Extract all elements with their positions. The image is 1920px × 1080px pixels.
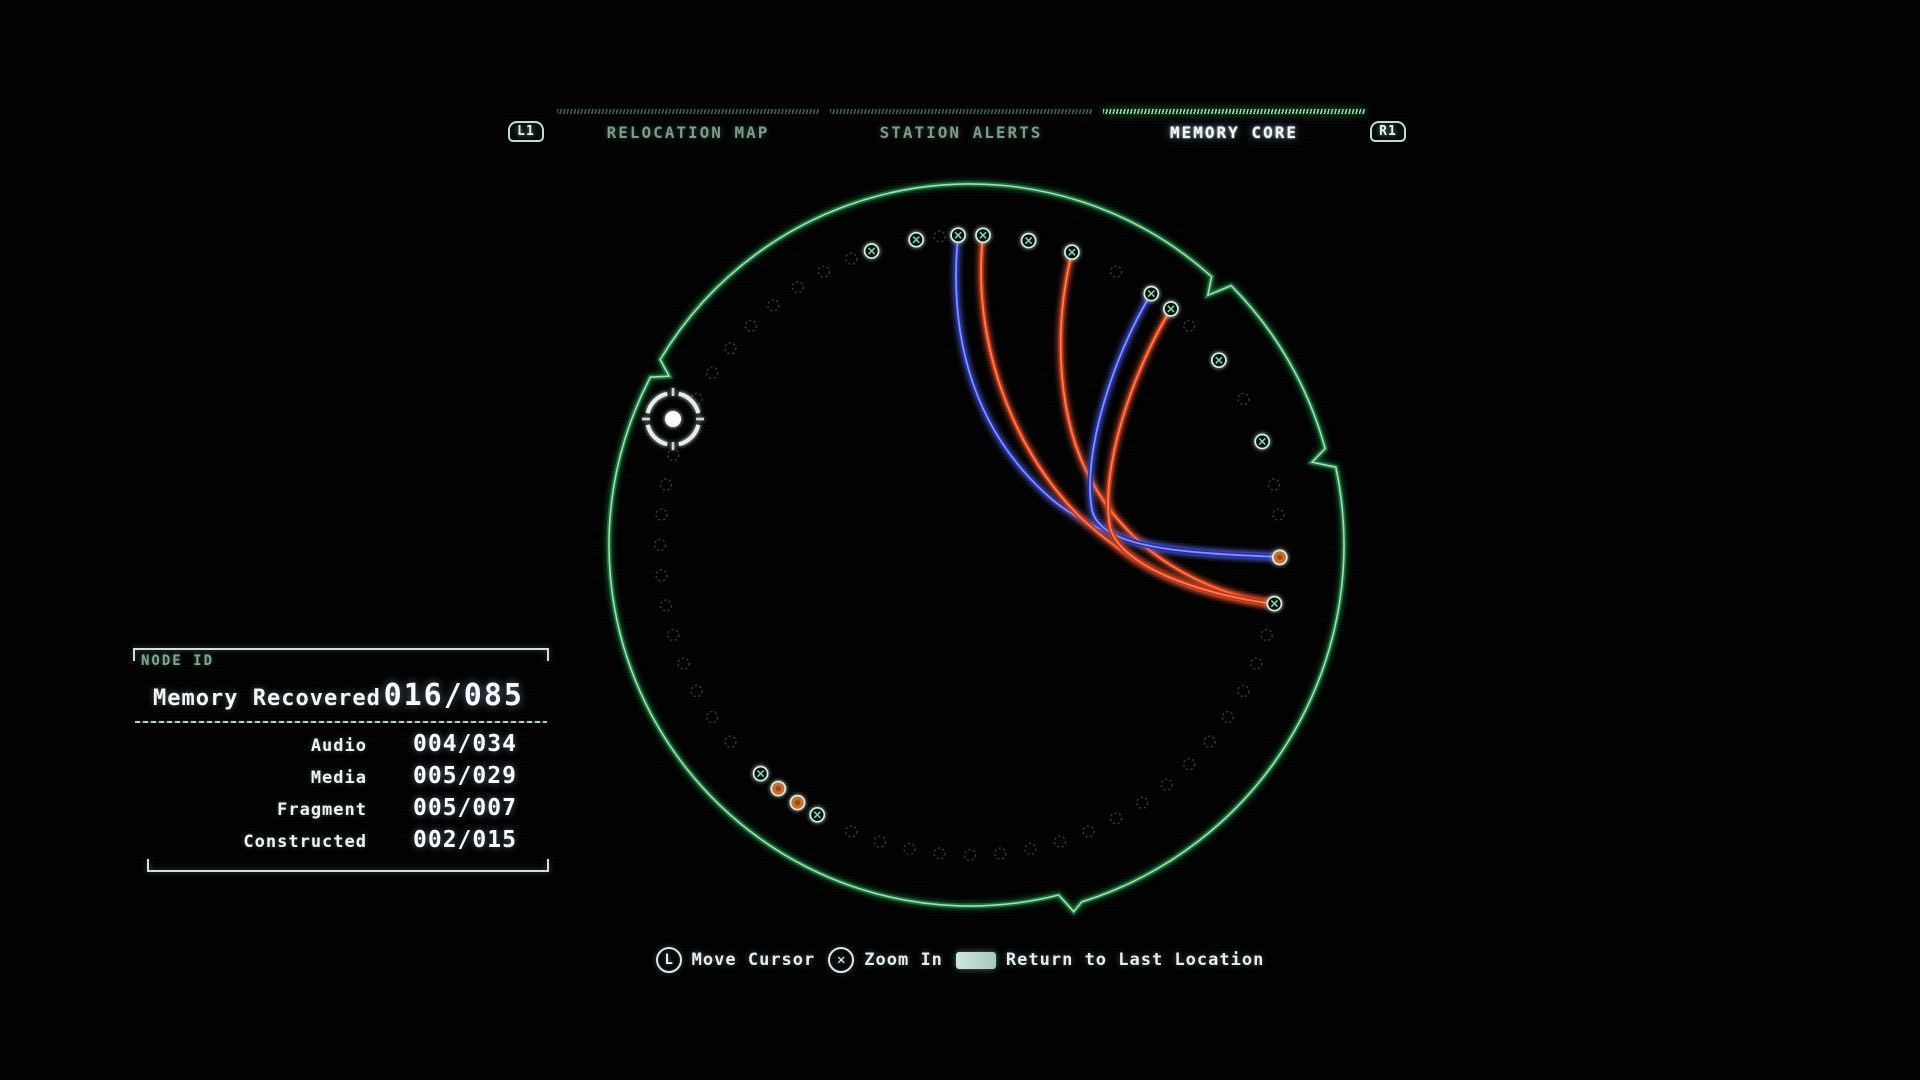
- category-value: 004/034: [413, 731, 517, 757]
- memory-node[interactable]: [1254, 433, 1271, 450]
- tab-label: STATION ALERTS: [879, 123, 1043, 142]
- hint-return-last-location: Return to Last Location: [955, 950, 1265, 970]
- map-cursor[interactable]: [642, 388, 704, 450]
- tab-memory-core[interactable]: MEMORY CORE: [1103, 109, 1365, 142]
- category-row-audio: Audio 004/034: [133, 728, 549, 760]
- node-id-panel: NODE ID Memory Recovered 016/085 Audio 0…: [133, 648, 549, 872]
- hint-label: Zoom In: [864, 950, 943, 970]
- memory-recovered-value: 016/085: [383, 678, 524, 713]
- shoulder-button-r1[interactable]: R1: [1370, 121, 1406, 142]
- tab-label: RELOCATION MAP: [606, 123, 770, 142]
- memory-links: [953, 232, 1283, 607]
- hint-move-cursor: L Move Cursor: [655, 947, 816, 973]
- memory-node-recovered[interactable]: [1271, 549, 1288, 566]
- left-stick-icon: L: [655, 947, 682, 973]
- memory-node[interactable]: [1143, 285, 1160, 302]
- red-memory-link: [978, 232, 1277, 607]
- memory-node[interactable]: [1020, 232, 1037, 249]
- cross-button-icon: ✕: [828, 947, 855, 973]
- memory-node[interactable]: [1064, 244, 1080, 261]
- panel-separator: [135, 721, 547, 723]
- tab-station-alerts[interactable]: STATION ALERTS: [830, 109, 1092, 142]
- tab-list: RELOCATION MAP STATION ALERTS MEMORY COR…: [557, 109, 1365, 142]
- memory-recovered-row: Memory Recovered 016/085: [153, 678, 524, 713]
- tab-label: MEMORY CORE: [1170, 123, 1298, 142]
- category-label: Media: [310, 768, 367, 788]
- memory-node[interactable]: [1266, 595, 1283, 612]
- category-label: Constructed: [243, 832, 367, 852]
- tab-indicator-bar: [557, 109, 819, 114]
- touchpad-icon: [955, 951, 996, 969]
- map-outline: [606, 181, 1347, 916]
- blue-memory-link: [1087, 291, 1283, 560]
- category-row-media: Media 005/029: [133, 760, 549, 792]
- tab-bar: L1 RELOCATION MAP STATION ALERTS MEMORY …: [508, 104, 1406, 148]
- category-row-fragment: Fragment 005/007: [133, 792, 549, 824]
- category-label: Audio: [310, 736, 367, 756]
- category-list: Audio 004/034 Media 005/029 Fragment 005…: [133, 728, 549, 856]
- category-value: 005/007: [413, 795, 517, 821]
- dim-node-ring: [653, 230, 1285, 862]
- memory-node-recovered[interactable]: [770, 780, 787, 797]
- memory-node[interactable]: [908, 231, 925, 248]
- memory-node[interactable]: [950, 227, 966, 244]
- category-value: 002/015: [413, 827, 517, 853]
- category-value: 005/029: [413, 763, 517, 789]
- panel-frame-top: [133, 648, 549, 663]
- memory-node[interactable]: [975, 227, 991, 244]
- panel-title: NODE ID: [141, 653, 215, 669]
- controls-hint-bar: L Move Cursor ✕ Zoom In Return to Last L…: [0, 947, 1920, 973]
- memory-node-recovered[interactable]: [789, 794, 806, 811]
- tab-indicator-bar: [830, 109, 1092, 114]
- memory-node[interactable]: [1211, 352, 1227, 369]
- tab-relocation-map[interactable]: RELOCATION MAP: [557, 109, 819, 142]
- hint-label: Move Cursor: [691, 950, 816, 970]
- category-row-constructed: Constructed 002/015: [133, 824, 549, 856]
- tab-indicator-bar: [1103, 109, 1365, 114]
- memory-node[interactable]: [863, 243, 880, 259]
- memory-recovered-label: Memory Recovered: [153, 686, 381, 711]
- category-label: Fragment: [277, 800, 367, 820]
- memory-node[interactable]: [752, 765, 769, 782]
- memory-node[interactable]: [1163, 301, 1179, 317]
- shoulder-button-l1[interactable]: L1: [508, 121, 544, 142]
- hint-label: Return to Last Location: [1005, 950, 1265, 970]
- panel-frame-bottom: [147, 857, 549, 872]
- red-memory-link: [1105, 306, 1277, 607]
- hint-zoom-in: ✕ Zoom In: [828, 947, 943, 973]
- memory-node[interactable]: [809, 806, 826, 823]
